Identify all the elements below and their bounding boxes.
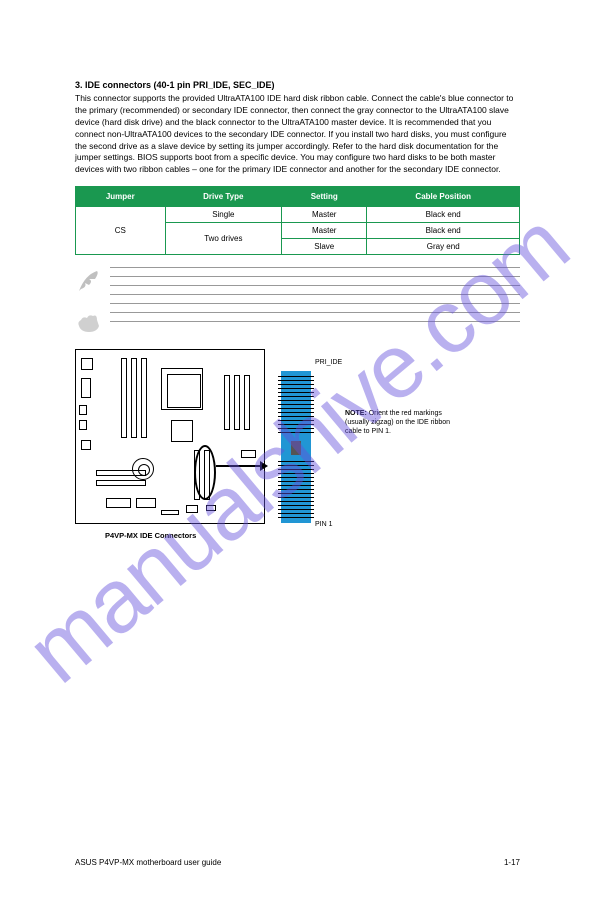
- cell: Two drives: [165, 223, 282, 255]
- cell: Black end: [367, 223, 520, 239]
- diagram-caption: NOTE: Orient the red markings (usually z…: [345, 409, 455, 436]
- th-drive: Drive Type: [165, 187, 282, 207]
- cell: CS: [76, 207, 166, 255]
- th-setting: Setting: [282, 187, 367, 207]
- note-lines: [110, 267, 520, 304]
- footer-right: 1-17: [504, 858, 520, 867]
- motherboard-diagram: [75, 349, 265, 524]
- cell: Slave: [282, 239, 367, 255]
- cell: Master: [282, 223, 367, 239]
- note-lines: [110, 312, 520, 339]
- table-row: CS Single Master Black end: [76, 207, 520, 223]
- section-description: This connector supports the provided Ult…: [75, 93, 520, 176]
- footer-left: ASUS P4VP-MX motherboard user guide: [75, 858, 221, 867]
- feather-icon: [75, 267, 110, 304]
- cell: Gray end: [367, 239, 520, 255]
- section-subtitle: 3. IDE connectors (40-1 pin PRI_IDE, SEC…: [75, 80, 520, 90]
- th-jumper: Jumper: [76, 187, 166, 207]
- main-content: 3. IDE connectors (40-1 pin PRI_IDE, SEC…: [75, 80, 520, 549]
- hand-icon: [75, 312, 110, 339]
- note-block-2: [75, 312, 520, 339]
- note-block-1: [75, 267, 520, 304]
- ide-connector-illustration: [281, 371, 311, 523]
- cell: Single: [165, 207, 282, 223]
- spec-table: Jumper Drive Type Setting Cable Position…: [75, 186, 520, 255]
- cell: Master: [282, 207, 367, 223]
- diagram-title: P4VP-MX IDE Connectors: [105, 531, 196, 540]
- page-footer: ASUS P4VP-MX motherboard user guide 1-17: [75, 858, 520, 867]
- th-cable: Cable Position: [367, 187, 520, 207]
- cell: Black end: [367, 207, 520, 223]
- pin1-label: PIN 1: [315, 521, 333, 528]
- conn-label: PRI_IDE: [315, 359, 342, 366]
- diagram-area: PRI_IDE PIN 1 NOTE: Orient the red marki…: [75, 349, 520, 549]
